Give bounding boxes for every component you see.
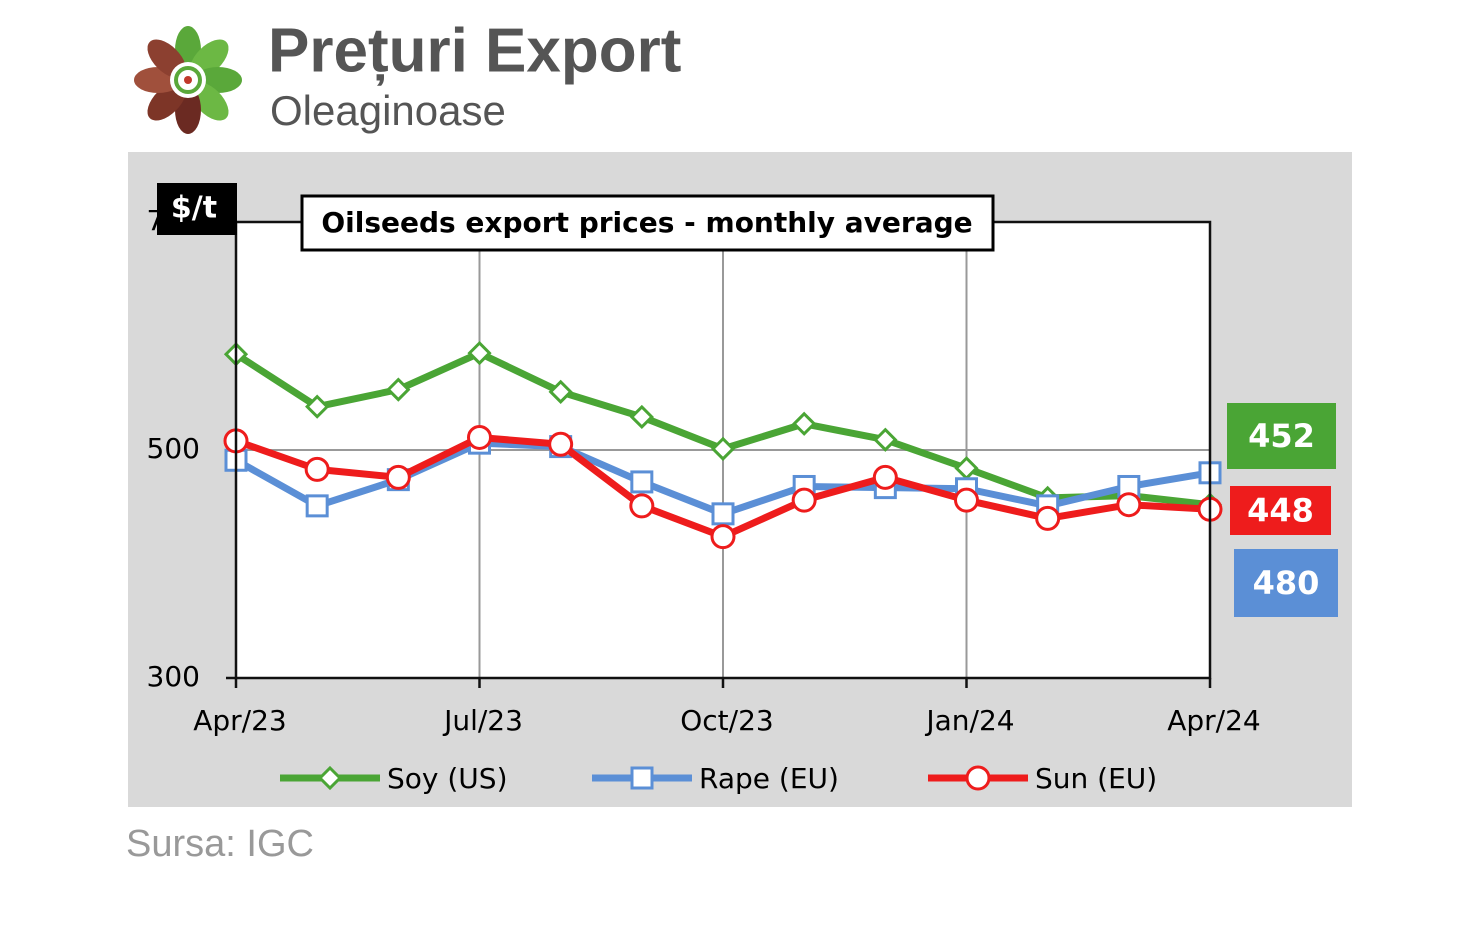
marker <box>1116 492 1142 518</box>
legend-marker <box>965 765 991 791</box>
marker <box>954 487 979 513</box>
y-tick-label: 500 <box>147 432 200 465</box>
marker <box>386 377 411 402</box>
marker <box>548 379 573 404</box>
marker <box>710 436 736 461</box>
marker <box>792 411 817 436</box>
end-label-box <box>1230 486 1331 535</box>
marker <box>710 524 736 550</box>
marker <box>467 340 492 366</box>
source: Sursa: IGC <box>126 823 314 865</box>
end-label-box <box>1234 549 1338 617</box>
legend-label: Sun (EU) <box>1035 762 1157 795</box>
marker <box>630 470 654 494</box>
logo <box>134 26 242 134</box>
x-tick-label: Apr/24 <box>1167 704 1261 737</box>
y-axis-label: $/t <box>171 191 217 226</box>
marker <box>385 464 411 490</box>
marker <box>872 464 898 490</box>
end-label: 452 <box>1248 417 1315 455</box>
legend-label: Soy (US) <box>387 762 508 795</box>
chart-title: Oilseeds export prices - monthly average <box>321 206 972 239</box>
marker <box>791 487 817 513</box>
marker <box>305 494 329 518</box>
legend-marker <box>630 766 654 790</box>
unit-box <box>157 183 237 235</box>
x-tick-label: Jan/24 <box>924 704 1014 737</box>
marker <box>711 502 735 526</box>
legend-label: Rape (EU) <box>699 762 839 795</box>
marker <box>629 404 654 430</box>
page-subtitle: Oleaginoase <box>270 87 506 134</box>
x-tick-label: Apr/23 <box>193 704 287 737</box>
overlay: 452 Soy (US) 480 Rape (EU) 448 Sun (EU) <box>280 403 1338 795</box>
end-label-box <box>1227 403 1336 469</box>
x-tick-label: Oct/23 <box>680 704 773 737</box>
marker <box>629 493 655 519</box>
marker <box>548 431 574 457</box>
y-tick-label: 300 <box>147 660 200 693</box>
marker <box>305 394 330 419</box>
legend-marker <box>317 765 343 791</box>
page-title: Prețuri Export <box>268 16 681 85</box>
chart-title-box <box>300 194 995 252</box>
marker <box>467 424 492 450</box>
x-tick-label: Jul/23 <box>442 704 523 737</box>
marker <box>873 427 898 452</box>
end-label: 448 <box>1247 492 1314 530</box>
marker <box>304 456 330 482</box>
marker <box>1035 505 1061 531</box>
end-label: 480 <box>1253 564 1320 602</box>
